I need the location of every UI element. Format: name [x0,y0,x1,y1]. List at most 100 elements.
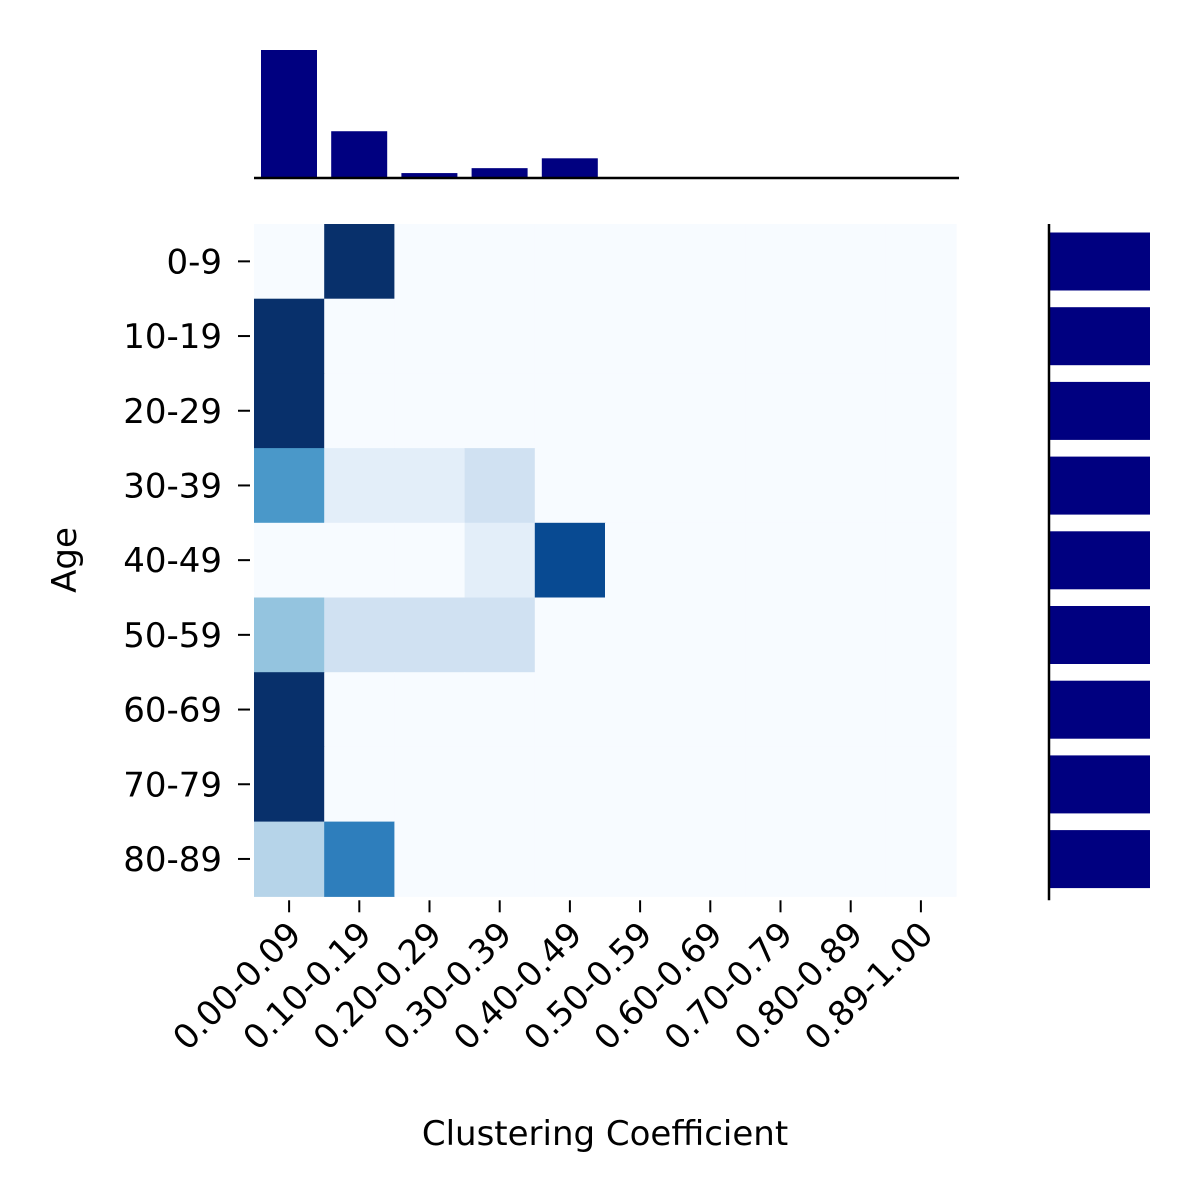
y-tick-label: 40-49 [123,541,222,581]
heatmap-cell [885,522,957,599]
heatmap-cell [534,672,606,748]
heatmap-cell [885,373,957,449]
heatmap-cell [254,224,325,300]
heatmap-cell [885,298,957,374]
top-marginal-bar [541,158,598,178]
y-tick-label: 60-69 [123,691,222,731]
heatmap-cell [745,224,817,300]
heatmap-cell [394,224,466,300]
heatmap-cell [745,746,817,823]
heatmap-cell [394,298,466,374]
heatmap-cell [254,298,325,374]
heatmap-cell [254,522,325,599]
heatmap-cell [394,373,466,449]
heatmap-cell [815,672,887,748]
heatmap-cell [464,448,536,524]
top-marginal-histogram [254,50,959,180]
right-marginal-bar [1049,381,1150,440]
heatmap-cell [394,746,466,823]
heatmap-cell [534,597,606,673]
heatmap-cell [745,522,817,599]
heatmap-cell [815,298,887,374]
heatmap-cell [605,597,676,673]
right-marginal-bar [1049,232,1150,291]
heatmap-cell [464,224,536,300]
heatmap-cells [254,224,957,897]
heatmap-cell [605,672,676,748]
heatmap-cell [885,224,957,300]
heatmap-cell [675,522,746,599]
heatmap-cell [675,672,746,748]
heatmap-cell [745,448,817,524]
heatmap-cell [254,672,325,748]
y-tick-label: 50-59 [123,616,222,656]
y-axis: 0-9 10-19 20-29 30-39 40-49 50-59 60-69 70-79 80… [123,242,250,880]
heatmap-cell [675,298,746,374]
heatmap-cell [254,448,325,524]
heatmap-cell [324,522,395,599]
heatmap-cell [534,224,606,300]
heatmap-cell [324,298,395,374]
y-axis-label: Age [45,527,85,593]
x-axis-label: Clustering Coefficient [422,1114,788,1154]
heatmap-cell [534,821,606,897]
heatmap-cell [675,597,746,673]
right-marginal-histogram [1047,224,1150,901]
x-axis: 0.00-0.090.10-0.190.20-0.290.30-0.390.40… [165,900,941,1058]
heatmap-cell [324,821,395,897]
heatmap-cell [464,597,536,673]
heatmap-cell [324,448,395,524]
heatmap-cell [464,672,536,748]
heatmap-cell [675,746,746,823]
heatmap-cell [675,821,746,897]
heatmap-cell [324,746,395,823]
heatmap-cell [675,448,746,524]
right-marginal-bar [1049,680,1150,739]
heatmap-cell [324,224,395,300]
heatmap-cell [464,821,536,897]
y-tick-label: 30-39 [123,466,222,506]
heatmap-cell [745,373,817,449]
heatmap-cell [675,224,746,300]
top-marginal-bar [261,50,317,178]
heatmap-cell [605,298,676,374]
heatmap-cell [534,746,606,823]
heatmap-cell [815,373,887,449]
y-tick-label: 70-79 [123,765,222,805]
right-marginal-bar [1049,755,1150,814]
heatmap-cell [394,821,466,897]
heatmap-cell [464,522,536,599]
right-marginal-bar [1049,456,1150,515]
heatmap-cell [324,597,395,673]
y-tick-label: 20-29 [123,392,222,432]
right-marginal-bar [1049,606,1150,664]
heatmap-cell [885,821,957,897]
heatmap-cell [254,597,325,673]
heatmap-cell [815,821,887,897]
heatmap-cell [394,522,466,599]
heatmap-cell [815,597,887,673]
y-tick-label: 10-19 [123,317,222,357]
heatmap-cell [254,373,325,449]
heatmap-cell [534,298,606,374]
heatmap-cell [605,448,676,524]
heatmap-cell [745,298,817,374]
heatmap-cell [815,746,887,823]
heatmap-cell [605,373,676,449]
heatmap-cell [815,448,887,524]
right-marginal-bar [1049,830,1150,889]
heatmap-cell [605,224,676,300]
heatmap-cell [464,298,536,374]
top-marginal-bar [331,131,388,178]
heatmap-cell [534,373,606,449]
heatmap-cell [324,373,395,449]
heatmap-cell [324,672,395,748]
heatmap-cell [885,597,957,673]
heatmap-cell [745,597,817,673]
heatmap-cell [254,746,325,823]
heatmap-cell [815,522,887,599]
heatmap-cell [885,672,957,748]
top-marginal-bar [471,168,528,178]
heatmap-cell [745,821,817,897]
